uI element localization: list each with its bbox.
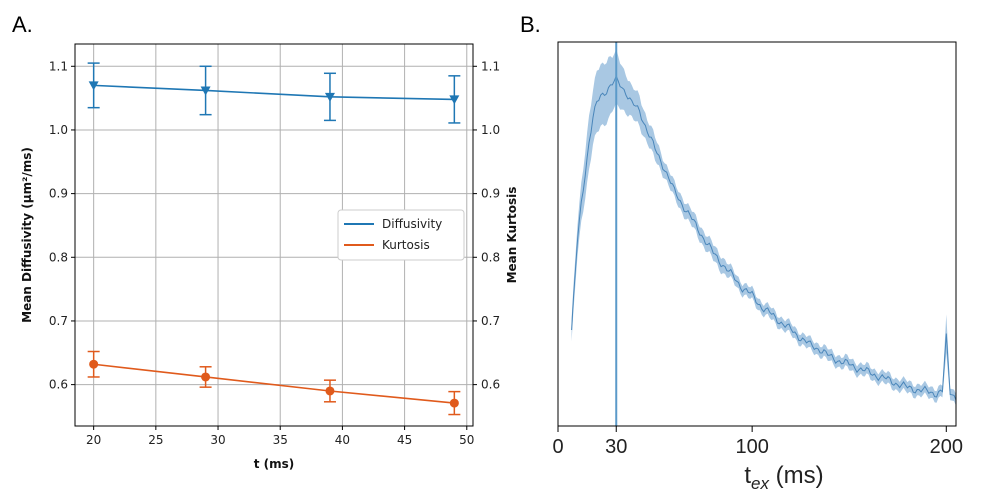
- series-kurtosis: [87, 350, 461, 416]
- data-point: [325, 386, 335, 396]
- chart-b: 0 30 100 200 tex (ms): [552, 41, 963, 493]
- chart-a-x-ticks: 20 25 30 35 40 45 50: [86, 426, 474, 447]
- chart-b-x-label-unit: (ms): [769, 462, 824, 489]
- chart-b-frame: [557, 41, 957, 427]
- chart-a: 20 25 30 35 40 45 50 0.6 0.7 0.8 0.9 1.0 1.1 0.6 0.7…: [20, 43, 519, 471]
- chart-a-y-label-right: Mean Kurtosis: [505, 187, 519, 284]
- data-point: [88, 81, 99, 91]
- data-point: [449, 398, 459, 408]
- chart-b-mean-line: [571, 74, 957, 401]
- x-tick-label: 50: [459, 433, 474, 447]
- chart-b-x-label-base: t: [744, 462, 751, 489]
- data-point: [324, 92, 335, 102]
- x-tick-label: 30: [210, 433, 225, 447]
- chart-b-x-label-sub: ex: [751, 474, 769, 493]
- y-tick-label: 0.8: [49, 250, 68, 264]
- legend-box: [337, 209, 465, 261]
- panel-b-label: B.: [520, 12, 541, 37]
- x-tick-label: 40: [335, 433, 350, 447]
- x-tick-label: 20: [86, 433, 101, 447]
- y-right-tick-label: 0.7: [481, 314, 500, 328]
- series-diffusivity: [87, 62, 461, 124]
- y-right-tick-label: 0.9: [481, 187, 500, 201]
- chart-a-y-label: Mean Diffusivity (µm²/ms): [20, 147, 34, 323]
- chart-b-x-label: tex (ms): [744, 462, 823, 493]
- data-point: [449, 95, 460, 105]
- x-tick-label: 35: [273, 433, 288, 447]
- series-line: [93, 84, 455, 101]
- chart-a-legend: Diffusivity Kurtosis: [337, 209, 465, 261]
- chart-a-y-ticks-right: 0.6 0.7 0.8 0.9 1.0 1.1: [473, 59, 500, 392]
- y-right-tick-label: 0.6: [481, 378, 500, 392]
- y-tick-label: 0.9: [49, 187, 68, 201]
- chart-a-x-label: t (ms): [254, 457, 295, 471]
- chart-b-confidence-band: [571, 49, 956, 406]
- y-tick-label: 0.7: [49, 314, 68, 328]
- y-tick-label: 0.6: [49, 378, 68, 392]
- x-tick-label: 100: [735, 436, 768, 458]
- panel-a-label: A.: [12, 12, 33, 37]
- data-point: [89, 359, 99, 369]
- x-tick-label: 200: [930, 436, 963, 458]
- legend-diffusivity-label: Diffusivity: [382, 217, 442, 231]
- series-line: [93, 363, 455, 404]
- chart-a-series: [87, 62, 461, 416]
- x-tick-label: 0: [552, 436, 563, 458]
- x-tick-label: 30: [605, 436, 627, 458]
- y-tick-label: 1.0: [49, 123, 68, 137]
- y-tick-label: 1.1: [49, 59, 68, 73]
- y-right-tick-label: 0.8: [481, 250, 500, 264]
- x-tick-label: 45: [397, 433, 412, 447]
- legend-kurtosis-label: Kurtosis: [382, 238, 430, 252]
- data-point: [200, 86, 211, 96]
- chart-a-y-ticks: 0.6 0.7 0.8 0.9 1.0 1.1: [49, 59, 75, 392]
- y-right-tick-label: 1.1: [481, 59, 500, 73]
- y-right-tick-label: 1.0: [481, 123, 500, 137]
- x-tick-label: 25: [148, 433, 163, 447]
- chart-b-x-ticks: 0 30 100 200: [552, 426, 963, 458]
- data-point: [201, 372, 211, 382]
- chart-a-frame: [74, 43, 474, 427]
